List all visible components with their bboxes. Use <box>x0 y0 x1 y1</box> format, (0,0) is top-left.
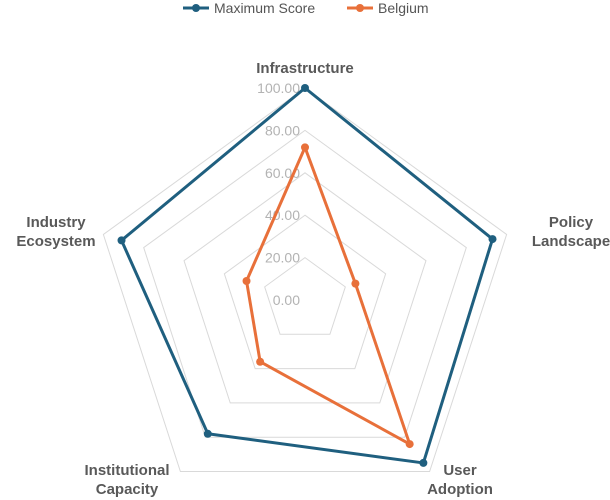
axis-label-line: Institutional <box>85 462 170 479</box>
series-0 <box>117 84 497 467</box>
legend-label: Belgium <box>378 0 429 16</box>
axis-label-line: Industry <box>26 214 86 231</box>
axis-label-line: User <box>443 462 477 479</box>
series-layer <box>117 84 497 467</box>
legend-item: Belgium <box>347 0 429 16</box>
data-point <box>405 440 414 449</box>
data-point <box>256 357 265 366</box>
radar-grid <box>102 87 508 473</box>
legend: Maximum Score Belgium <box>183 0 429 16</box>
series-line <box>120 86 495 465</box>
data-point <box>351 279 360 288</box>
axis-label-line: Adoption <box>427 481 493 498</box>
legend-swatch-marker <box>356 4 364 12</box>
tick-label: 100.00 <box>257 80 300 96</box>
tick-label: 80.00 <box>265 122 300 138</box>
grid-ring-5 <box>102 87 508 473</box>
axis-label: Infrastructure <box>256 60 354 77</box>
series-line <box>245 145 412 446</box>
axis-label: User Adoption <box>427 462 493 498</box>
tick-label: 0.00 <box>273 292 300 308</box>
data-point <box>488 235 497 244</box>
axis-label-line: Capacity <box>96 481 159 498</box>
axis-label-line: Ecosystem <box>16 233 95 250</box>
series-1 <box>242 143 414 449</box>
data-point <box>301 84 309 92</box>
axis-label-line: Landscape <box>532 233 610 250</box>
data-point <box>301 143 309 152</box>
legend-item: Maximum Score <box>183 0 315 16</box>
axis-label: Institutional Capacity <box>85 462 170 498</box>
grid-ring-4 <box>143 129 467 438</box>
axis-label-line: Policy <box>549 214 594 231</box>
data-point <box>117 236 126 245</box>
tick-label: 40.00 <box>265 207 300 223</box>
grid-ring-2 <box>223 214 387 370</box>
legend-label: Maximum Score <box>214 0 315 16</box>
axis-label: Industry Ecosystem <box>16 214 95 250</box>
grid-ring-1 <box>264 256 346 335</box>
data-point <box>203 429 212 438</box>
axis-label-line: Infrastructure <box>256 60 354 77</box>
legend-swatch-marker <box>192 4 200 12</box>
data-point <box>419 458 428 467</box>
axis-label: Policy Landscape <box>532 214 610 250</box>
axis-labels: Infrastructure Policy Landscape User Adoptio… <box>16 60 610 498</box>
tick-label: 20.00 <box>265 250 300 266</box>
data-point <box>242 277 251 286</box>
grid-ring-3 <box>183 172 427 404</box>
